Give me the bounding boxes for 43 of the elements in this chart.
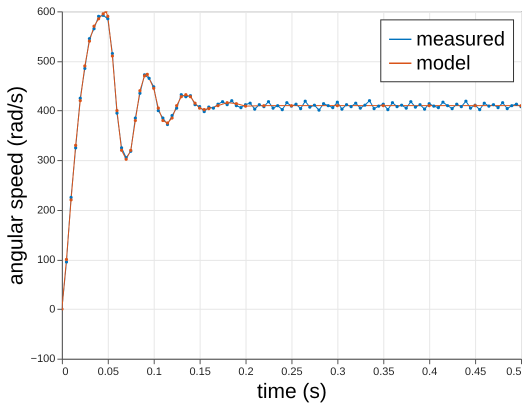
point	[110, 54, 114, 58]
point	[120, 148, 124, 152]
x-tick-label: 0.2	[238, 366, 254, 378]
point	[156, 106, 160, 110]
point	[115, 109, 119, 112]
point	[83, 64, 86, 68]
point	[146, 72, 149, 76]
point	[78, 99, 82, 102]
y-tick-label: 500	[37, 55, 56, 68]
x-tick-label: 0.15	[189, 366, 211, 378]
x-tick-label: 0.45	[464, 366, 486, 378]
y-tick-label: −100	[30, 353, 56, 366]
x-tick-label: 0.5	[506, 366, 522, 378]
x-tick-label: 0.25	[281, 366, 303, 378]
point	[92, 24, 96, 28]
point	[161, 118, 164, 122]
y-tick-label: 400	[37, 105, 56, 118]
y-tick-label: 0	[49, 304, 56, 316]
x-tick-label: 0.4	[422, 366, 438, 378]
x-tick-label: 0.1	[146, 366, 162, 378]
x-axis-title: time (s)	[257, 380, 327, 404]
point	[64, 258, 68, 262]
legend-label: measured	[416, 28, 505, 50]
point	[175, 104, 178, 108]
y-tick-label: 100	[37, 254, 56, 266]
point	[106, 14, 110, 18]
x-tick-label: 0	[62, 366, 68, 378]
x-tick-label: 0.35	[373, 366, 394, 378]
y-tick-label: 300	[37, 154, 56, 167]
point	[170, 116, 174, 120]
point	[336, 104, 339, 108]
x-tick-label: 0.3	[330, 366, 346, 378]
y-axis-title: angular speed (rad/s)	[4, 86, 28, 286]
y-tick-label: 600	[37, 6, 56, 18]
point	[74, 144, 78, 147]
x-tick-label: 0.05	[98, 366, 119, 378]
legend-label: model	[416, 52, 471, 74]
point	[69, 198, 73, 202]
point	[138, 89, 142, 92]
point	[97, 17, 100, 20]
point	[134, 118, 137, 122]
point	[88, 40, 92, 43]
y-tick-label: 200	[37, 204, 56, 216]
